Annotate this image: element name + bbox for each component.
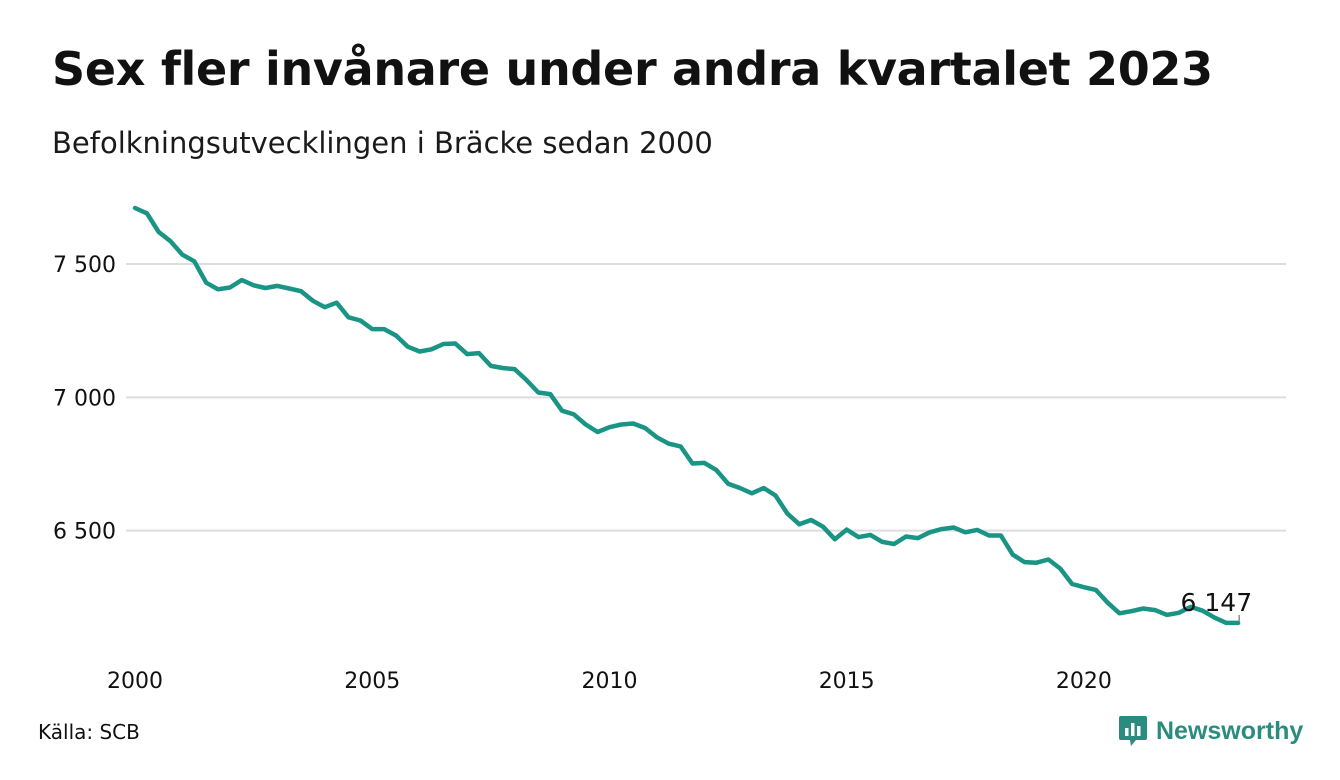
series-layer [132, 205, 1241, 626]
y-tick-label: 7 500 [53, 253, 116, 278]
brand-logo: Newsworthy [1118, 714, 1303, 748]
end-value-label: 6 147 [1181, 588, 1253, 617]
x-tick-label: 2015 [819, 669, 875, 694]
x-axis-tick-labels: 2000 2005 2010 2015 2020 [107, 669, 1112, 694]
series-line [132, 205, 1241, 626]
chart-title: Sex fler invånare under andra kvartalet … [52, 42, 1213, 96]
brand-name: Newsworthy [1156, 716, 1304, 745]
y-axis-tick-labels: 6 500 7 000 7 500 [53, 253, 116, 545]
chart-subtitle: Befolkningsutvecklingen i Bräcke sedan 2… [52, 126, 713, 160]
y-tick-label: 6 500 [53, 520, 116, 545]
x-tick-label: 2000 [107, 669, 163, 694]
annotations: 6 147 [1181, 588, 1253, 621]
newsworthy-logo-icon [1119, 716, 1147, 746]
x-tick-label: 2010 [581, 669, 637, 694]
gridlines [126, 263, 1286, 532]
source-note: Källa: SCB [38, 720, 140, 744]
x-tick-label: 2005 [344, 669, 400, 694]
x-tick-label: 2020 [1056, 669, 1112, 694]
y-tick-label: 7 000 [53, 386, 116, 411]
